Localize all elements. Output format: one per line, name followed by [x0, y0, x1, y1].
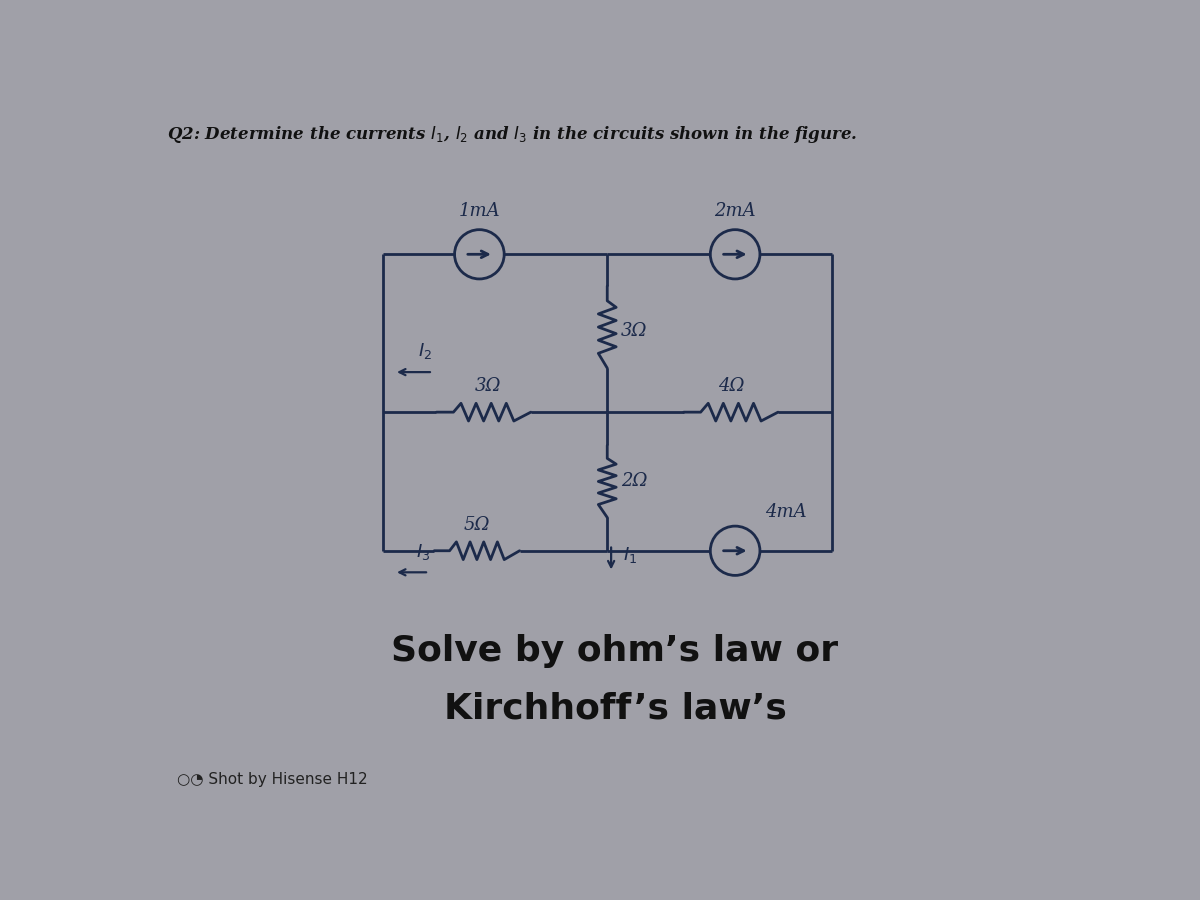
Text: 4Ω: 4Ω	[718, 377, 744, 395]
Text: Solve by ohm’s law or: Solve by ohm’s law or	[391, 634, 839, 668]
Text: 5Ω: 5Ω	[463, 516, 490, 534]
Text: Q2: Determine the currents $\mathit{I_1}$, $\mathit{I_2}$ and $\mathit{I_3}$ in : Q2: Determine the currents $\mathit{I_1}…	[167, 124, 858, 146]
Text: 2mA: 2mA	[714, 202, 756, 220]
Text: 4mA: 4mA	[764, 503, 806, 521]
Text: 3Ω: 3Ω	[622, 322, 648, 340]
Text: $\mathit{I_1}$: $\mathit{I_1}$	[623, 544, 637, 564]
Text: 1mA: 1mA	[458, 202, 500, 220]
Text: $\mathit{I_3}$: $\mathit{I_3}$	[415, 542, 430, 562]
Text: 3Ω: 3Ω	[474, 377, 500, 395]
Text: 2Ω: 2Ω	[622, 472, 648, 490]
Text: $\mathit{I_2}$: $\mathit{I_2}$	[418, 340, 432, 361]
Text: Kirchhoff’s law’s: Kirchhoff’s law’s	[444, 691, 786, 725]
Text: ○◔ Shot by Hisense H12: ○◔ Shot by Hisense H12	[178, 772, 367, 787]
